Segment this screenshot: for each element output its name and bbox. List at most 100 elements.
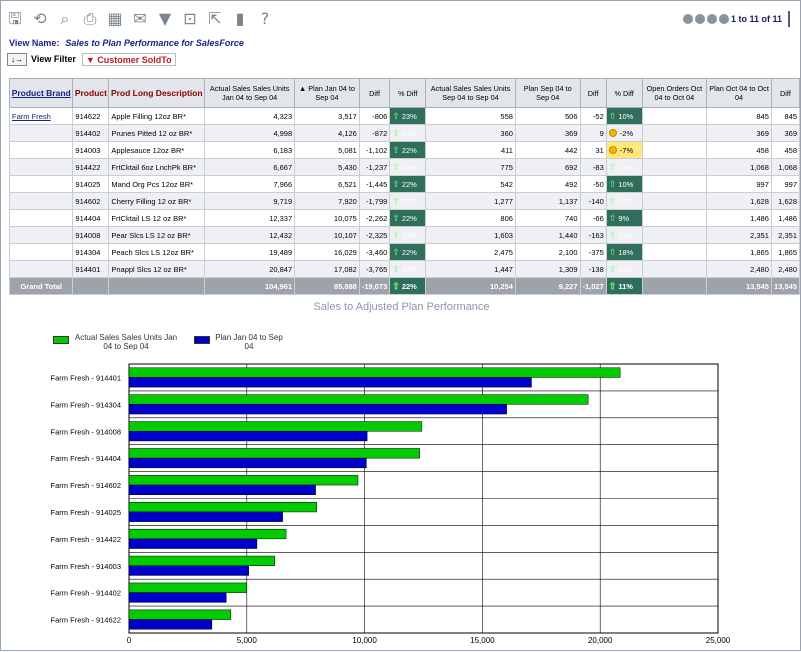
- up-arrow-icon: ⇧: [392, 229, 400, 240]
- col-plan-sep[interactable]: Plan Sep 04 to Sep 04: [514, 78, 581, 108]
- print-icon[interactable]: ⎙: [83, 9, 97, 28]
- x-tick-label: 15,000: [470, 636, 495, 645]
- col-diff-oct[interactable]: Diff: [770, 78, 801, 108]
- cell-diff3: 1,628: [770, 192, 801, 210]
- col-plan-jan-sep[interactable]: ▲ Plan Jan 04 to Sep 04: [294, 78, 360, 108]
- grand-total-label: Grand Total: [8, 277, 74, 295]
- prev-page-icon[interactable]: [694, 14, 705, 24]
- cell-diff3: 997: [770, 175, 801, 193]
- cell-diff1: -806: [358, 107, 391, 125]
- pager: 1 to 11 of 11: [682, 11, 790, 27]
- total-diff2: -1,027: [579, 277, 607, 295]
- excel-icon[interactable]: ▦: [107, 9, 123, 28]
- up-arrow-icon: ⇧: [608, 195, 617, 206]
- next-page-icon[interactable]: [706, 14, 717, 24]
- cell-pct2: ⇧ 10%: [605, 107, 643, 125]
- cell-open: [641, 107, 708, 125]
- cell-product: 914025: [72, 175, 110, 193]
- cell-pct2: ⇧ 11%: [605, 260, 643, 278]
- pct-value: 9%: [618, 213, 630, 223]
- cell-diff1: -2,262: [358, 209, 391, 227]
- col-actual-sep[interactable]: Actual Sales Sales Units Sep 04 to Sep 0…: [425, 78, 516, 108]
- cell-brand: [8, 226, 74, 244]
- first-page-icon[interactable]: [682, 14, 693, 24]
- grand-total-row: Grand Total 104,961 85,888 -19,073 ⇧ 22% 10,25…: [8, 277, 801, 295]
- table-row: 914404 FrtCktail LS 12 oz BR* 12,337 10,075…: [8, 209, 801, 227]
- bar-plan: [128, 619, 213, 630]
- cell-actual2: 1,603: [425, 226, 516, 244]
- customer-soldto-filter[interactable]: ▼ Customer SoldTo: [81, 52, 176, 66]
- up-arrow-icon: ⇧: [608, 212, 617, 223]
- cell-pct1: ⇧ 22%: [389, 209, 427, 227]
- pct-value: 10%: [618, 179, 634, 189]
- col-product-brand[interactable]: Product Brand: [8, 78, 74, 108]
- col-diff-sep[interactable]: Diff: [579, 78, 607, 108]
- cell-plan3: 2,480: [706, 260, 772, 278]
- y-tick-label: Farm Fresh - 914025: [51, 508, 121, 517]
- col-pct-diff-sep[interactable]: % Diff: [605, 78, 643, 108]
- cell-product: 914404: [72, 209, 110, 227]
- cell-pct2: -2%: [605, 124, 643, 142]
- cell-plan1: 16,029: [294, 243, 360, 261]
- cell-brand[interactable]: Farm Fresh: [8, 107, 74, 125]
- search-icon[interactable]: ⊡: [183, 9, 197, 28]
- col-open-orders-oct[interactable]: Open Orders Oct 04 to Oct 04: [641, 78, 708, 108]
- up-arrow-icon: ⇧: [392, 246, 400, 257]
- x-tick-label: 20,000: [588, 636, 613, 645]
- cell-pct1: ⇧ 23%: [389, 158, 427, 176]
- cell-plan3: 1,068: [706, 158, 772, 176]
- export-icon[interactable]: ⇱: [208, 9, 222, 28]
- cell-diff2: -66: [579, 209, 607, 227]
- cell-actual1: 4,323: [204, 107, 296, 125]
- view-filter-label: View Filter: [31, 54, 76, 64]
- cell-diff2: 9: [579, 124, 607, 142]
- pct-value: 12%: [618, 196, 634, 206]
- help-icon[interactable]: ?: [260, 9, 270, 28]
- save-icon[interactable]: 🖫: [8, 9, 22, 28]
- cell-brand: [8, 158, 74, 176]
- sort-toggle-button[interactable]: ↓→: [7, 52, 27, 66]
- pager-divider: [788, 11, 790, 27]
- cell-plan3: 369: [706, 124, 772, 142]
- col-product[interactable]: Product: [72, 78, 110, 108]
- col-plan-oct[interactable]: Plan Oct 04 to Oct 04: [706, 78, 772, 108]
- cell-diff3: 845: [770, 107, 801, 125]
- cell-diff3: 1,486: [770, 209, 801, 227]
- cell-open: [641, 243, 708, 261]
- last-page-icon[interactable]: [718, 14, 729, 24]
- up-arrow-icon: ⇧: [392, 178, 400, 189]
- cell-plan2: 740: [514, 209, 581, 227]
- total-actual2: 10,254: [425, 277, 516, 295]
- cell-pct1: ⇧ 22%: [389, 260, 427, 278]
- filter-tag-label: Customer SoldTo: [97, 54, 172, 65]
- col-diff-jan-sep[interactable]: Diff: [358, 78, 391, 108]
- cell-product: 914402: [72, 124, 110, 142]
- chart-icon[interactable]: ▮: [235, 9, 245, 28]
- cell-diff1: -3,765: [358, 260, 391, 278]
- up-arrow-icon: ⇧: [608, 246, 617, 257]
- cell-empty: [72, 277, 110, 295]
- col-actual-jan-sep[interactable]: Actual Sales Sales Units Jan 04 to Sep 0…: [204, 78, 296, 108]
- total-actual1: 104,961: [204, 277, 296, 295]
- cell-actual2: 806: [425, 209, 516, 227]
- cell-actual1: 19,489: [204, 243, 296, 261]
- y-tick-label: Farm Fresh - 914008: [51, 427, 121, 436]
- cell-plan2: 506: [514, 107, 581, 125]
- cell-brand: [8, 175, 74, 193]
- filter-icon[interactable]: ▼: [158, 9, 172, 28]
- cell-plan3: 845: [706, 107, 772, 125]
- zoom-icon[interactable]: ⌕: [60, 9, 70, 28]
- col-pct-diff-jan-sep[interactable]: % Diff: [389, 78, 427, 108]
- cell-product: 914003: [72, 141, 110, 159]
- refresh-icon[interactable]: ⟲: [33, 9, 47, 28]
- cell-product: 914304: [72, 243, 110, 261]
- cell-plan3: 997: [706, 175, 772, 193]
- cell-diff2: -375: [579, 243, 607, 261]
- pct-value: -7%: [619, 145, 634, 155]
- cell-empty: [108, 277, 206, 295]
- col-prod-long-description[interactable]: Prod Long Description: [108, 78, 206, 108]
- email-icon[interactable]: ✉: [133, 9, 147, 28]
- filter-icon: ▼: [85, 54, 98, 65]
- cell-desc: FrtCktail LS 12 oz BR*: [108, 209, 206, 227]
- cell-plan2: 442: [514, 141, 581, 159]
